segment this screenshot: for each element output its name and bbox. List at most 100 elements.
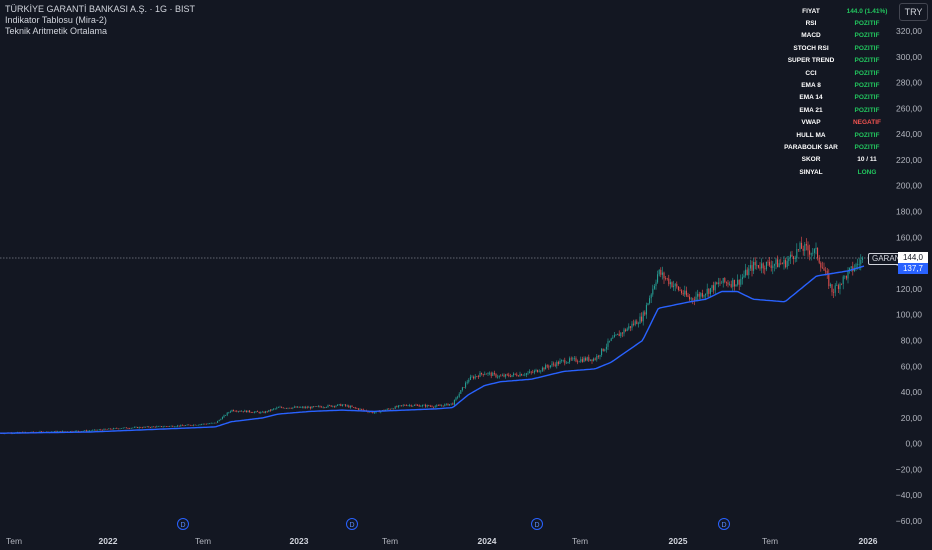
- candle-body: [551, 363, 553, 366]
- symbol-title[interactable]: TÜRKİYE GARANTİ BANKASI A.Ş. · 1G · BIST: [5, 4, 196, 14]
- candle-body: [745, 269, 747, 276]
- candle-body: [401, 405, 403, 406]
- candle-body: [276, 407, 278, 409]
- x-tick-label: Tem: [762, 536, 778, 546]
- candle-body: [407, 405, 409, 406]
- candle-body: [580, 359, 582, 362]
- candle-body: [225, 415, 227, 416]
- ma-value-tag: 137,7: [898, 263, 928, 274]
- y-tick-label: 220,00: [896, 155, 922, 165]
- candle-body: [129, 428, 131, 429]
- indicator-label: PARABOLIK SAR: [784, 143, 838, 151]
- moving-average-title[interactable]: Teknik Aritmetik Ortalama: [5, 26, 108, 36]
- indicator-table-title[interactable]: Indikator Tablosu (Mira-2): [5, 15, 107, 25]
- candle-body: [684, 290, 686, 295]
- candle-body: [258, 411, 260, 414]
- candle-body: [452, 403, 454, 405]
- candle-body: [503, 375, 505, 377]
- candle-body: [249, 410, 251, 413]
- candle-body: [498, 375, 500, 377]
- candle-body: [33, 431, 35, 433]
- candle-body: [476, 376, 478, 377]
- candle-body: [599, 355, 601, 357]
- indicator-label: SINYAL: [799, 168, 823, 176]
- candle-body: [449, 404, 451, 406]
- candle-body: [732, 279, 734, 287]
- y-tick-label: 200,00: [896, 181, 922, 191]
- y-tick-label: 20,00: [901, 413, 923, 423]
- candle-body: [581, 359, 583, 362]
- candle-body: [676, 284, 678, 287]
- indicator-row: STOCH RSI POZITIF: [782, 42, 894, 54]
- indicator-value: POZITIF: [854, 69, 880, 77]
- candle-body: [306, 407, 308, 408]
- candle-body: [103, 428, 105, 431]
- candle-body: [645, 305, 647, 315]
- indicator-label: HULL MA: [796, 131, 826, 139]
- candle-body: [493, 372, 495, 374]
- currency-button[interactable]: TRY: [899, 3, 928, 21]
- candle-body: [105, 428, 107, 430]
- candle-body: [234, 411, 236, 412]
- candle-body: [647, 303, 649, 306]
- candle-body: [533, 370, 535, 373]
- candle-body: [31, 431, 33, 433]
- dividend-marker-icon[interactable]: [718, 518, 730, 530]
- dividend-marker-label: D: [721, 522, 726, 529]
- dividend-marker-icon[interactable]: [346, 518, 358, 530]
- indicator-row: RSI POZITIF: [782, 17, 894, 29]
- candle-body: [852, 266, 854, 272]
- candle-body: [644, 312, 646, 315]
- candle-body: [340, 404, 342, 406]
- indicator-label: EMA 14: [799, 94, 823, 102]
- candle-body: [481, 372, 483, 374]
- candle-body: [613, 335, 615, 338]
- candle-body: [402, 405, 404, 406]
- candle-body: [721, 282, 723, 284]
- candle-body: [420, 406, 422, 407]
- candle-body: [108, 428, 110, 430]
- y-tick-label: 180,00: [896, 207, 922, 217]
- candle-body: [175, 426, 177, 428]
- candle-body: [628, 326, 630, 329]
- candle-body: [537, 369, 539, 373]
- candle-body: [361, 408, 363, 410]
- candle-body: [146, 426, 148, 428]
- candle-body: [559, 360, 561, 364]
- candle-body: [839, 283, 841, 290]
- candle-body: [831, 284, 833, 293]
- candle-body: [319, 406, 321, 407]
- candle-body: [431, 406, 433, 407]
- indicator-value: POZITIF: [854, 94, 880, 102]
- candle-body: [725, 282, 727, 283]
- y-tick-label: 80,00: [901, 335, 923, 345]
- candle-body: [329, 405, 331, 406]
- price-axis[interactable]: 320,00 300,00 280,00 260,00 240,00 220,00 200,…: [896, 26, 923, 526]
- dividend-marker-icon[interactable]: [177, 518, 189, 530]
- candle-body: [754, 261, 756, 266]
- y-tick-label: 240,00: [896, 129, 922, 139]
- candle-body: [618, 333, 620, 337]
- dividend-marker-label: D: [180, 522, 185, 529]
- candle-body: [773, 264, 775, 266]
- candle-body: [793, 256, 795, 259]
- candle-body: [327, 405, 329, 408]
- candle-body: [751, 265, 753, 271]
- candle-body: [479, 372, 481, 378]
- x-tick-label: Tem: [572, 536, 588, 546]
- candle-body: [521, 374, 523, 376]
- time-axis[interactable]: Tem 2022 Tem 2023 Tem 2024 Tem 2025 Tem 2026: [6, 536, 878, 546]
- candle-body: [540, 370, 542, 372]
- x-tick-label: Tem: [6, 536, 22, 546]
- candle-body: [505, 374, 507, 377]
- candle-body: [90, 430, 92, 432]
- candle-body: [345, 404, 347, 406]
- candle-body: [853, 268, 855, 272]
- candle-body: [650, 294, 652, 299]
- candle-body: [141, 427, 143, 429]
- candle-body: [783, 259, 785, 264]
- candle-body: [140, 427, 142, 428]
- candle-body: [500, 375, 502, 377]
- dividend-marker-icon[interactable]: [531, 518, 543, 530]
